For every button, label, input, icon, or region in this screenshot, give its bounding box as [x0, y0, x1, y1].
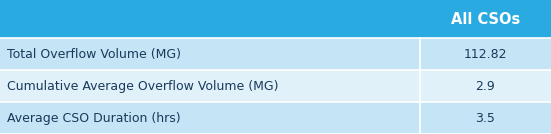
- Text: 2.9: 2.9: [476, 80, 495, 93]
- Text: 3.5: 3.5: [476, 111, 495, 124]
- Bar: [0, 70, 551, 102]
- Text: All CSOs: All CSOs: [451, 12, 520, 27]
- Text: Cumulative Average Overflow Volume (MG): Cumulative Average Overflow Volume (MG): [7, 80, 278, 93]
- Text: Average CSO Duration (hrs): Average CSO Duration (hrs): [7, 111, 180, 124]
- Bar: [0, 38, 551, 70]
- Bar: [0, 102, 551, 134]
- Text: 112.82: 112.82: [464, 48, 507, 61]
- Bar: [0, 0, 551, 38]
- Text: Total Overflow Volume (MG): Total Overflow Volume (MG): [7, 48, 181, 61]
